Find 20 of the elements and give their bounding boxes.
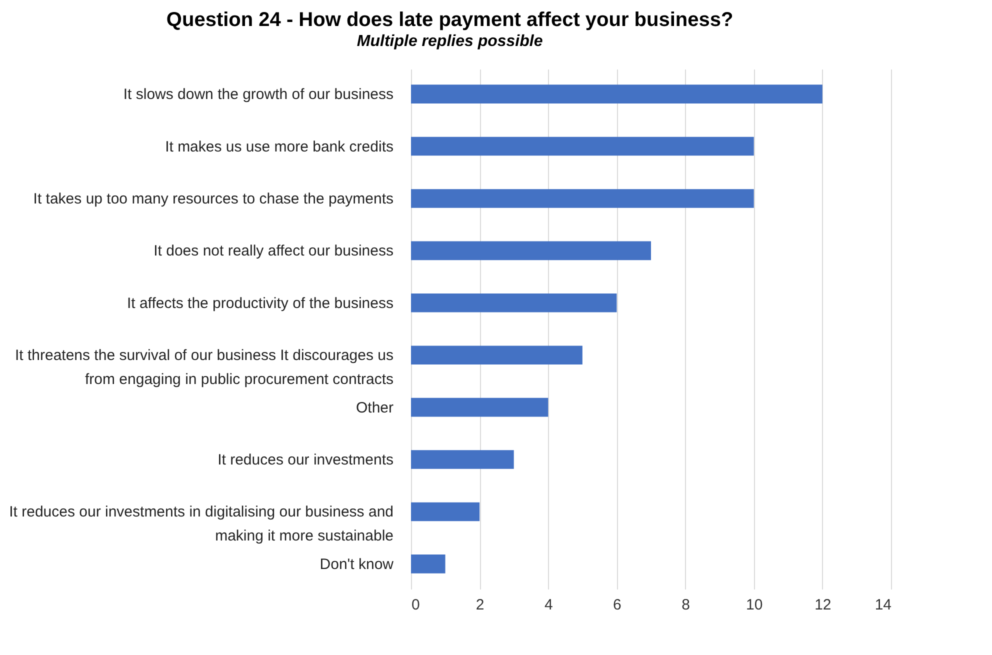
x-tick-label: 8	[682, 596, 690, 614]
x-tick-label: 14	[874, 596, 892, 614]
x-tick-label: 6	[613, 596, 622, 614]
x-tick-label: 4	[544, 596, 553, 614]
x-tick-label: 2	[476, 596, 484, 614]
y-tick-label: Don't know	[320, 556, 394, 573]
y-tick-label: It reduces our investments in digitalising our business and making it more sustainable	[9, 504, 394, 545]
y-tick-label: It reduces our investments	[218, 452, 394, 469]
y-tick-label: It threatens the survival of our business It discourages us from engaging in public procurement contracts	[14, 347, 394, 388]
y-tick-label: It does not really affect our business	[154, 242, 394, 260]
y-tick-label: It affects the productivity of the business	[126, 294, 394, 312]
x-tick-label: 10	[746, 596, 763, 614]
y-tick-label: It slows down the growth of our business	[123, 86, 394, 104]
y-tick-label: Other	[356, 399, 394, 416]
x-tick-label: 0	[412, 596, 420, 614]
chart-subtitle: Multiple replies possible	[356, 33, 543, 50]
y-tick-label: It makes us use more bank credits	[165, 138, 394, 156]
y-tick-label: It takes up too many resources to chase the payments	[33, 190, 394, 208]
chart-title: Question 24 - How does late payment affect your business?	[166, 9, 734, 31]
x-tick-label: 12	[814, 596, 832, 614]
